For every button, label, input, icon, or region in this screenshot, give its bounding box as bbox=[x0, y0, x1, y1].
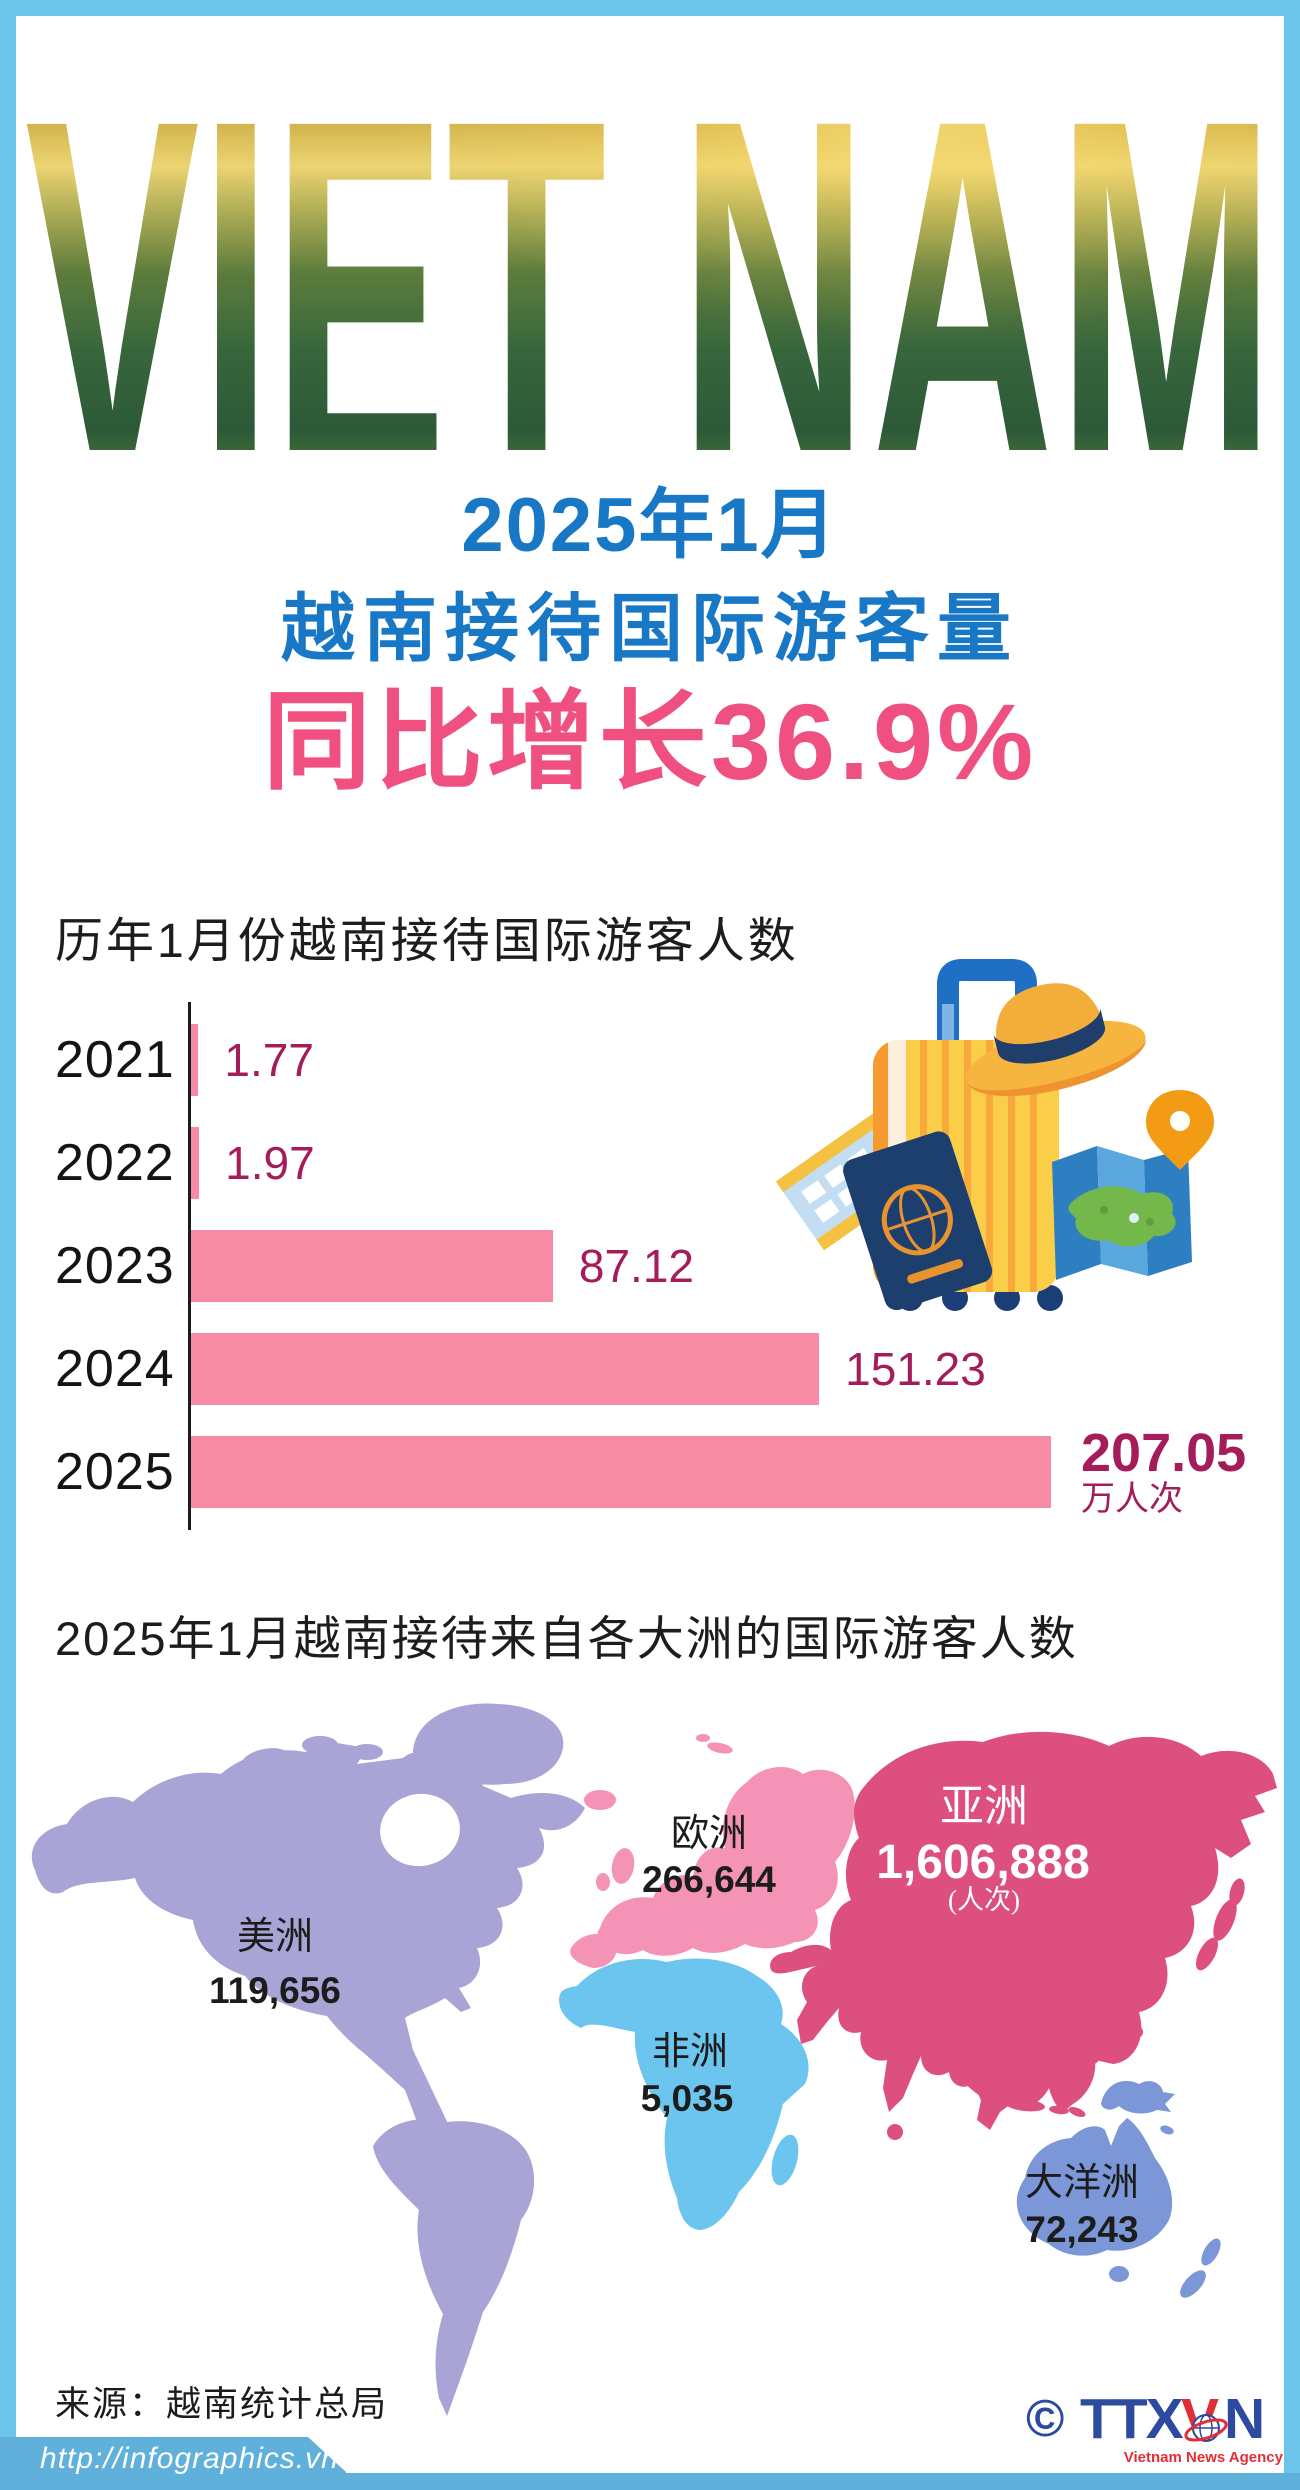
continent-americas bbox=[31, 1703, 585, 2416]
bar-2025 bbox=[191, 1435, 1051, 1508]
chart-axis bbox=[188, 1002, 191, 1530]
bar-2022 bbox=[191, 1126, 200, 1199]
value-unit-label: 万人次 bbox=[1081, 1481, 1183, 1518]
suitcase-handle-icon bbox=[937, 959, 1037, 1052]
continent-europe bbox=[570, 1734, 855, 1968]
bar-row-2023: 2023 87.12 bbox=[55, 1214, 1065, 1317]
ttxvn-logo: © TTX V N Vietnam News Agency bbox=[1026, 2387, 1284, 2466]
value-europe: 266,644 bbox=[642, 1859, 776, 1900]
bar-chart-title: 历年1月份越南接待国际游客人数 bbox=[55, 915, 799, 968]
bar-value: 1.97 bbox=[225, 1136, 315, 1189]
value-americas: 119,656 bbox=[209, 1970, 341, 2011]
map-section-title: 2025年1月越南接待来自各大洲的国际游客人数 bbox=[55, 1612, 1078, 1665]
final-value: 207.05 bbox=[1081, 1423, 1247, 1484]
bar-2021 bbox=[191, 1023, 199, 1096]
travel-luggage-illustration bbox=[775, 959, 1214, 1311]
bar-value: 87.12 bbox=[578, 1239, 694, 1292]
bar-value: 1.77 bbox=[224, 1033, 314, 1086]
location-pin-icon bbox=[1146, 1090, 1214, 1170]
sun-hat-icon bbox=[966, 983, 1146, 1097]
bar-2023 bbox=[191, 1229, 553, 1302]
headline-block: 2025年1月 越南接待国际游客量 同比增长36.9% bbox=[0, 488, 1300, 796]
bar-chart: 2021 1.77 2022 1.97 2023 87.12 2024 bbox=[55, 1002, 1246, 1530]
continent-asia bbox=[770, 1731, 1277, 2140]
label-africa: 非洲 bbox=[652, 2031, 728, 2073]
wordmark-sun-overlay: VIET NAM bbox=[25, 40, 1275, 450]
bar-row-2022: 2022 1.97 bbox=[55, 1111, 1065, 1214]
value-oceania: 72,243 bbox=[1025, 2209, 1138, 2250]
travel-map-icon bbox=[1052, 1146, 1192, 1280]
data-source: 来源：越南统计总局 bbox=[55, 2385, 389, 2424]
logo-globe-icon bbox=[1184, 2414, 1228, 2442]
headline-period: 2025年1月 bbox=[461, 483, 839, 568]
year-label: 2025 bbox=[55, 1442, 175, 1501]
bar-value: 151.23 bbox=[845, 1342, 986, 1395]
wordmark-text: VIET NAM bbox=[25, 40, 1275, 450]
logo-subtitle: Vietnam News Agency bbox=[1124, 2449, 1284, 2466]
bar-value-final: 207.05 万人次 bbox=[1081, 1425, 1246, 1517]
bar-2024 bbox=[191, 1332, 820, 1405]
label-oceania: 大洋洲 bbox=[1025, 2162, 1139, 2204]
headline-subject: 越南接待国际游客量 bbox=[281, 587, 1019, 670]
website-url: http://infographics.vn bbox=[40, 2442, 339, 2475]
copyright-icon: © bbox=[1026, 2390, 1064, 2448]
year-label: 2024 bbox=[55, 1339, 175, 1398]
bar-row-2021: 2021 1.77 bbox=[55, 1008, 1065, 1111]
label-europe: 欧洲 bbox=[671, 1813, 747, 1855]
value-africa: 5,035 bbox=[641, 2078, 734, 2119]
logo-ttx: TTX bbox=[1080, 2387, 1184, 2451]
label-americas: 美洲 bbox=[237, 1916, 313, 1958]
label-asia: 亚洲 bbox=[940, 1782, 1028, 1831]
unit-asia: (人次) bbox=[948, 1885, 1020, 1915]
headline-growth: 同比增长36.9% bbox=[262, 681, 1038, 802]
continent-africa bbox=[559, 1958, 809, 2230]
value-asia: 1,606,888 bbox=[876, 1836, 1090, 1889]
passport-icon bbox=[843, 1131, 993, 1311]
logo-n: N bbox=[1224, 2387, 1265, 2451]
world-map: 美洲 119,656 欧洲 266,644 亚洲 1,606,888 (人次) … bbox=[31, 1703, 1277, 2416]
continent-oceania bbox=[1016, 2080, 1221, 2298]
year-label: 2021 bbox=[55, 1030, 175, 1089]
year-label: 2023 bbox=[55, 1236, 175, 1295]
bar-row-2024: 2024 151.23 bbox=[55, 1317, 1065, 1420]
vietnam-wordmark: VIET NAM VIET NAM bbox=[25, 40, 1275, 450]
bar-row-2025: 2025 207.05 万人次 bbox=[55, 1420, 1246, 1523]
year-label: 2022 bbox=[55, 1133, 175, 1192]
